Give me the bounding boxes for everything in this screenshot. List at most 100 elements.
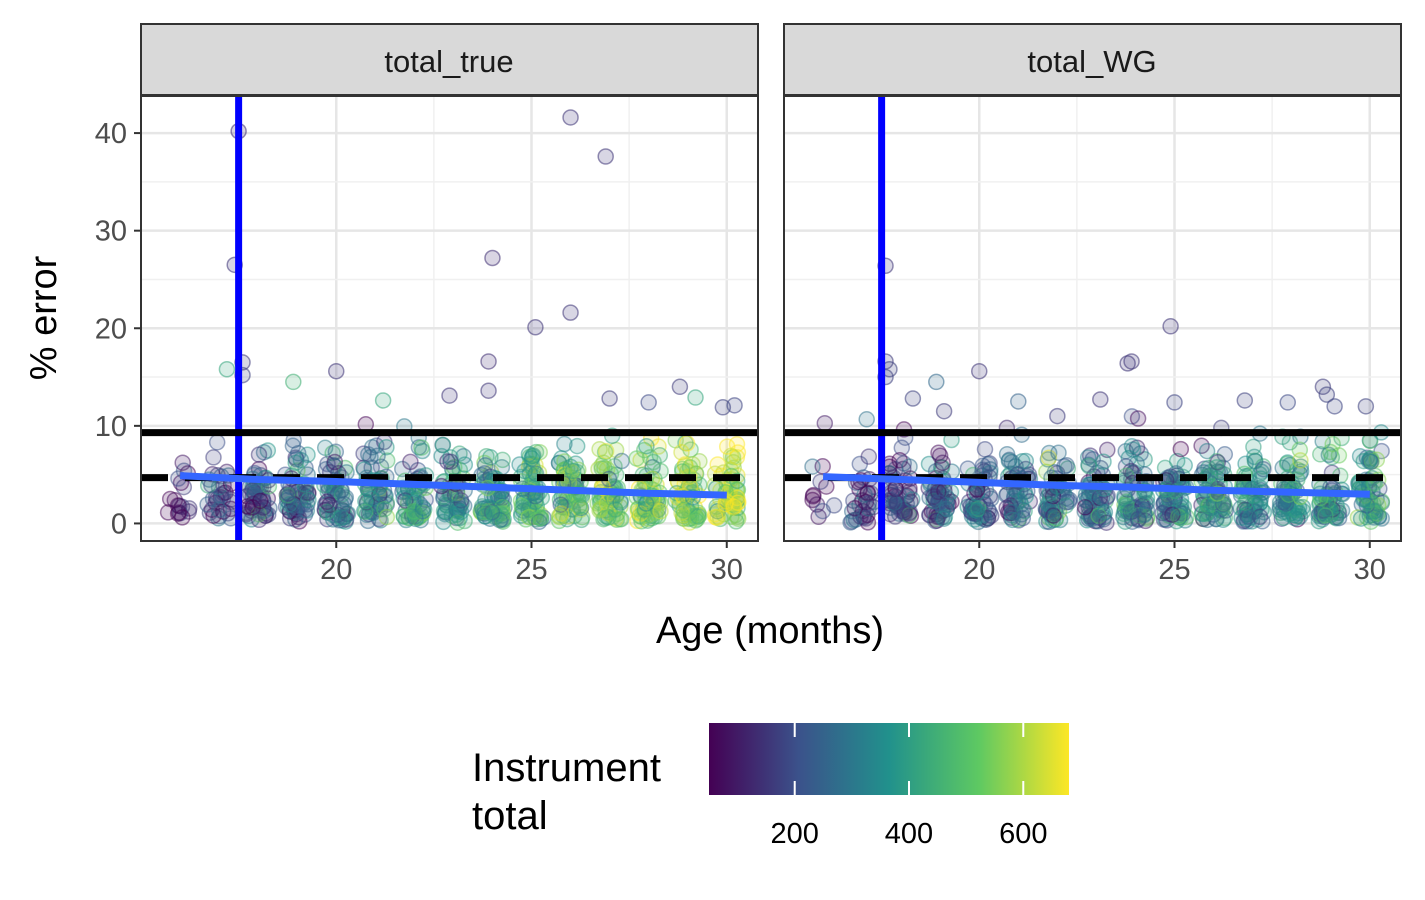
data-point <box>717 495 734 513</box>
data-point <box>532 509 550 527</box>
data-point <box>441 387 458 404</box>
data-point <box>1014 509 1032 527</box>
data-point <box>527 319 544 336</box>
data-point <box>292 451 310 469</box>
data-point <box>1314 378 1332 396</box>
data-point <box>413 439 430 456</box>
facet-panel-total-wg: total_WG 20 25 30 <box>783 23 1402 586</box>
data-point <box>562 109 579 126</box>
x-axis-ticks: 20 25 30 <box>320 541 743 586</box>
data-point <box>1124 441 1142 458</box>
x-tick-label: 20 <box>963 554 995 586</box>
data-point <box>494 451 511 469</box>
data-point <box>637 495 655 512</box>
data-point <box>1129 410 1147 427</box>
data-point <box>1318 386 1336 403</box>
data-point <box>935 402 953 420</box>
data-point <box>1312 446 1329 463</box>
facet-strip-background <box>140 23 759 96</box>
data-point <box>442 449 459 466</box>
plot-panel-border <box>140 95 759 542</box>
legend-title-line-2: total <box>472 794 548 838</box>
data-point <box>568 437 586 455</box>
data-point <box>573 511 590 529</box>
data-point <box>480 382 497 399</box>
data-point <box>1208 459 1225 476</box>
data-point <box>362 448 379 466</box>
data-point <box>374 392 392 409</box>
data-point <box>1096 503 1114 521</box>
data-point <box>556 435 573 453</box>
data-point <box>904 390 922 407</box>
data-point <box>378 452 396 469</box>
data-point <box>971 362 988 380</box>
data-point <box>1328 496 1345 514</box>
data-point <box>718 438 736 455</box>
data-point <box>687 389 704 406</box>
legend-colorbar <box>709 723 1069 795</box>
data-point <box>252 492 269 510</box>
data-point <box>1056 458 1073 475</box>
trend-line <box>822 473 1370 498</box>
data-point <box>357 503 374 520</box>
data-point <box>1017 487 1034 505</box>
y-tick-label: 0 <box>111 508 127 540</box>
y-tick-label: 40 <box>95 118 127 150</box>
data-point <box>1123 353 1140 370</box>
data-point <box>1122 462 1140 480</box>
data-point <box>442 453 459 470</box>
data-point <box>1058 493 1075 511</box>
facet-panel-total-true: total_true 20 25 30 0 10 20 30 40 <box>95 23 759 586</box>
data-point <box>480 353 497 370</box>
data-point <box>1292 452 1309 469</box>
data-point <box>1197 505 1215 523</box>
data-point <box>1076 499 1094 516</box>
data-point <box>1252 470 1270 487</box>
data-point <box>1092 391 1109 408</box>
data-point <box>199 496 216 513</box>
facet-strip-label: total_WG <box>1027 44 1156 79</box>
data-point <box>485 505 503 522</box>
data-point <box>601 390 618 407</box>
data-point <box>452 503 470 521</box>
data-point <box>983 507 1000 524</box>
data-point <box>296 501 313 519</box>
data-point <box>1241 509 1259 526</box>
data-point <box>597 148 614 165</box>
y-axis-title: % error <box>23 255 65 380</box>
data-point <box>208 434 226 451</box>
data-point <box>571 497 588 515</box>
data-point <box>671 378 689 396</box>
data-point <box>1198 511 1216 529</box>
data-point <box>965 499 983 516</box>
x-tick-label: 25 <box>515 554 547 586</box>
legend-title: Instrument total <box>472 746 672 838</box>
data-point <box>1247 453 1264 470</box>
data-point <box>1236 392 1254 409</box>
data-point <box>1117 497 1135 514</box>
data-point <box>562 304 579 321</box>
data-point <box>976 441 994 458</box>
data-point <box>1172 499 1189 516</box>
data-point <box>1138 501 1156 519</box>
reference-lines <box>784 96 1401 541</box>
data-point <box>1010 393 1027 410</box>
legend-tick-label: 200 <box>771 818 819 850</box>
data-point <box>166 491 184 509</box>
data-point <box>1166 394 1183 411</box>
data-point <box>903 491 921 508</box>
legend-tick-label: 600 <box>999 818 1047 850</box>
data-point <box>1324 435 1341 453</box>
y-tick-label: 30 <box>95 216 127 248</box>
data-point <box>482 449 499 466</box>
data-point <box>1326 398 1343 415</box>
data-point <box>205 449 222 466</box>
data-point <box>326 453 344 471</box>
data-point <box>608 511 626 529</box>
data-point <box>935 510 953 527</box>
data-point <box>284 437 302 455</box>
plot-panel-border <box>783 95 1402 542</box>
data-point <box>893 439 911 457</box>
data-point <box>843 503 861 520</box>
